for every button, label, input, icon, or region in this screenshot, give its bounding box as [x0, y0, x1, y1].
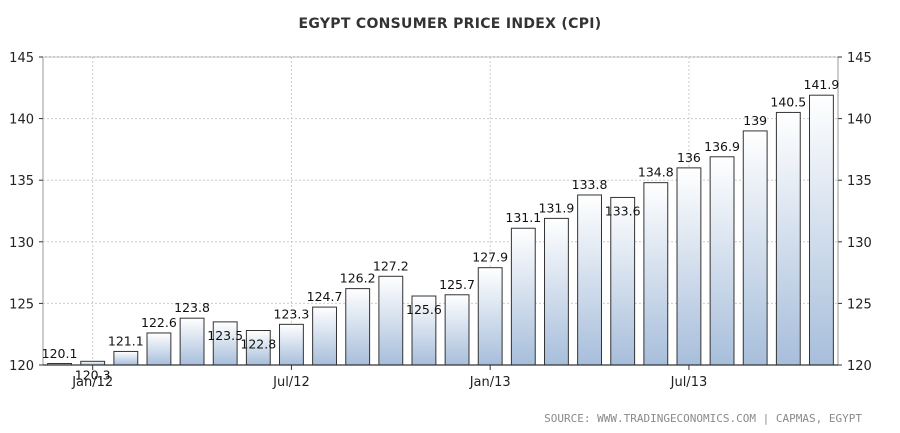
- data-label-2013-08: 136.9: [704, 139, 740, 154]
- y-tick-label-right: 140: [847, 113, 872, 128]
- bar-layer: [47, 94, 834, 366]
- data-label-2012-04: 123.8: [174, 300, 210, 315]
- data-label-2013-02: 131.1: [505, 210, 541, 225]
- bar-2012-09: [345, 288, 371, 366]
- x-tick-label: Jul/12: [272, 375, 310, 390]
- data-label-2013-05: 133.6: [605, 203, 641, 218]
- y-tick-label-right: 120: [847, 359, 872, 374]
- data-label-2013-07: 136: [677, 150, 701, 165]
- x-tick-label: Jul/13: [670, 375, 708, 390]
- x-tick-label: Jan/13: [469, 375, 511, 390]
- x-tick-label: Jan/12: [71, 375, 113, 390]
- bar-2013-10: [775, 111, 801, 366]
- y-tick-label-left: 140: [9, 113, 34, 128]
- bar-2013-02: [510, 227, 536, 366]
- bar-2013-03: [544, 217, 569, 366]
- data-label-2012-10: 127.2: [373, 258, 409, 273]
- data-label-2012-01: 120.3: [75, 367, 111, 382]
- bar-2012-07: [279, 323, 304, 366]
- bar-2012-08: [312, 306, 337, 366]
- data-label-2013-04: 133.8: [572, 177, 608, 192]
- data-label-2012-09: 126.2: [340, 271, 376, 286]
- bar-2012-10: [378, 275, 404, 366]
- y-tick-label-left: 130: [9, 236, 34, 251]
- bar-2013-08: [709, 156, 735, 366]
- bar-2013-05: [610, 196, 636, 366]
- axis-layer: 120 120 125 125 130 130 135 135 140 140 145 145 Jan/…: [9, 51, 872, 390]
- source-credit: SOURCE: WWW.TRADINGECONOMICS.COM | CAPMA…: [544, 412, 862, 425]
- data-label-2012-07: 123.3: [274, 306, 310, 321]
- y-tick-label-left: 120: [9, 359, 34, 374]
- y-tick-label-left: 125: [9, 297, 34, 312]
- y-tick-label-left: 145: [9, 51, 34, 66]
- bar-2012-03: [146, 332, 172, 366]
- bar-2013-06: [643, 182, 669, 366]
- bar-2013-09: [742, 130, 768, 366]
- bar-2012-12: [444, 294, 470, 366]
- bar-2013-04: [577, 194, 602, 366]
- y-tick-label-left: 135: [9, 174, 34, 189]
- data-label-2013-06: 134.8: [638, 165, 674, 180]
- bar-2013-01: [477, 267, 503, 366]
- y-tick-label-right: 125: [847, 297, 872, 312]
- data-label-2013-11: 141.9: [804, 77, 840, 92]
- y-tick-label-right: 130: [847, 236, 872, 251]
- bar-2013-07: [676, 167, 702, 366]
- data-label-2012-06: 122.8: [240, 337, 276, 352]
- chart-title: EGYPT CONSUMER PRICE INDEX (CPI): [298, 16, 602, 32]
- data-label-2012-11: 125.6: [406, 302, 442, 317]
- bar-2013-11: [809, 94, 834, 366]
- data-label-2012-05: 123.5: [207, 328, 243, 343]
- data-label-2013-09: 139: [743, 113, 767, 128]
- data-label-2012-03: 122.6: [141, 315, 177, 330]
- data-label-2012-02: 121.1: [108, 333, 144, 348]
- y-tick-label-right: 135: [847, 174, 872, 189]
- y-tick-label-right: 145: [847, 51, 872, 66]
- data-label-2013-03: 131.9: [539, 200, 575, 215]
- data-label-2011-12: 120.1: [42, 346, 78, 361]
- bar-2012-02: [113, 350, 139, 366]
- data-label-2013-10: 140.5: [770, 94, 806, 109]
- data-label-2012-12: 125.7: [439, 277, 475, 292]
- data-label-2012-08: 124.7: [307, 289, 343, 304]
- bar-2012-04: [179, 317, 205, 366]
- data-label-2013-01: 127.9: [472, 250, 508, 265]
